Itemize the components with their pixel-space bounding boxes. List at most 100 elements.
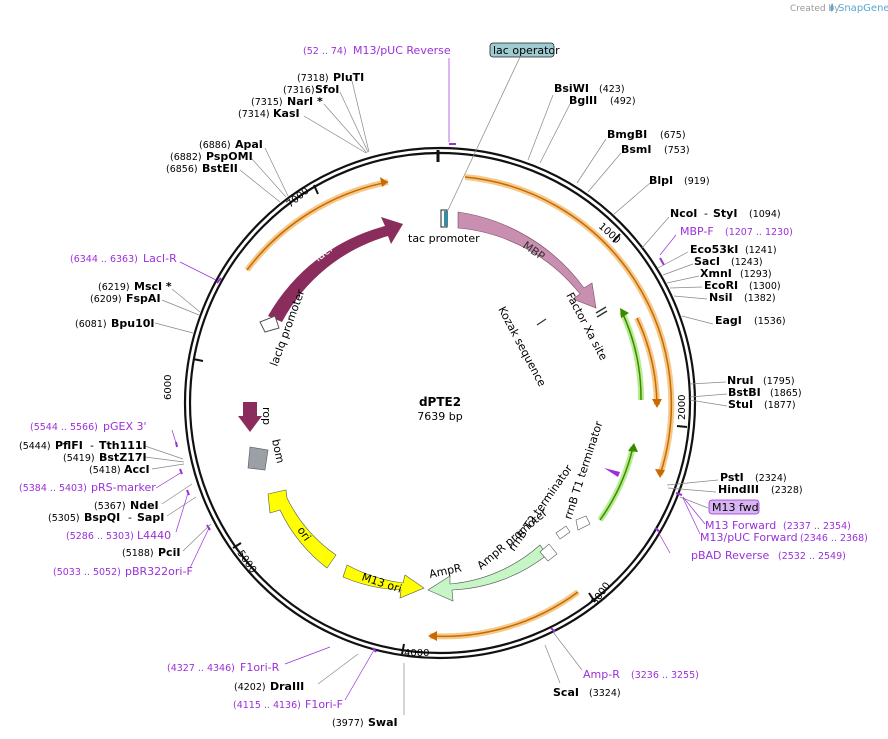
enzyme-saci-pos: (1243)	[731, 257, 763, 268]
enzyme-ecori[interactable]: EcoRI	[704, 279, 738, 292]
enzyme-psti[interactable]: PstI	[720, 471, 744, 484]
feature-kozak-sequence[interactable]	[536, 318, 547, 326]
enzyme-pflfi[interactable]: PflFI	[55, 439, 83, 452]
leader-bsiwi	[527, 94, 554, 161]
leader-draiii	[317, 653, 359, 685]
enzyme-pluti[interactable]: PluTI	[333, 71, 364, 84]
enzyme-eagi[interactable]: EagI	[715, 314, 742, 327]
feature-bom[interactable]	[247, 446, 269, 471]
feature-label-ampr: AmpR	[428, 561, 463, 581]
primer-m13-puc-rev[interactable]: M13/pUC Reverse	[353, 44, 451, 57]
enzyme-bsmi[interactable]: BsmI	[621, 143, 652, 156]
tick-6000	[192, 358, 204, 362]
feature-rrnb-t1[interactable]	[575, 515, 591, 531]
enzyme-apai[interactable]: ApaI	[235, 138, 263, 151]
feature-ampr-promoter[interactable]	[539, 543, 558, 562]
feature-factor-xa-site[interactable]	[595, 306, 607, 314]
feature-rrnb-t2[interactable]	[555, 525, 571, 540]
primer-leader-f1ori-r	[284, 646, 331, 665]
primer-mbp-f-range: (1207 .. 1230)	[725, 227, 793, 238]
enzyme-stui[interactable]: StuI	[728, 398, 753, 411]
enzyme-ndei[interactable]: NdeI	[130, 499, 159, 512]
enzyme-blpi[interactable]: BlpI	[649, 174, 673, 187]
primer-mark-l4440	[186, 489, 190, 496]
orf-arrowhead-upper-left	[380, 177, 388, 187]
enzyme-bstbi[interactable]: BstBI	[728, 386, 761, 399]
enzyme-styi[interactable]: StyI	[713, 207, 737, 220]
enzyme-apai-pos: (6886)	[199, 140, 231, 151]
primer-pgex3[interactable]: pGEX 3'	[103, 420, 147, 433]
enzyme-bstz17i[interactable]: BstZ17I	[99, 451, 147, 464]
feature-rop[interactable]	[238, 402, 262, 432]
primer-amp-r[interactable]: Amp-R	[583, 668, 620, 681]
feature-laci[interactable]	[268, 217, 403, 322]
enzyme-saci[interactable]: SacI	[694, 255, 720, 268]
feature-ampr[interactable]	[427, 544, 548, 602]
primer-mark-mbp-f	[659, 257, 665, 266]
feature-m13-ori[interactable]	[342, 564, 425, 599]
enzyme-bspqi[interactable]: BspQI	[84, 511, 120, 524]
enzyme-ndei-pos: (5367)	[94, 501, 126, 512]
primer-pbr322ori-f[interactable]: pBR322ori-F	[125, 565, 193, 578]
primer-m13-forward[interactable]: M13 Forward	[705, 519, 776, 532]
leader-sfoi	[339, 91, 369, 153]
primer-laci-r[interactable]: LacI-R	[143, 252, 177, 265]
enzyme-swai[interactable]: SwaI	[368, 716, 398, 729]
enzyme-hindiii[interactable]: HindIII	[718, 483, 759, 496]
primer-l4440[interactable]: L4440	[137, 529, 171, 542]
enzyme-scai[interactable]: ScaI	[553, 686, 579, 699]
enzyme-sapi[interactable]: SapI	[137, 511, 164, 524]
enzyme-bglii[interactable]: BglII	[569, 94, 597, 107]
primer-mbp-f[interactable]: MBP-F	[680, 225, 714, 238]
feature-laciq-promoter[interactable]	[259, 315, 280, 333]
backbone-outer-strand	[183, 146, 697, 660]
primer-f1ori-f[interactable]: F1ori-F	[305, 698, 343, 711]
tick-label-5000: 5000	[235, 548, 259, 575]
primer-prs-marker[interactable]: pRS-marker	[91, 481, 156, 494]
enzyme-ncoi[interactable]: NcoI	[670, 207, 697, 220]
enzyme-xmni[interactable]: XmnI	[700, 267, 732, 280]
orf-line-upper-left	[246, 181, 389, 271]
primer-amp-r-range: (3236 .. 3255)	[631, 670, 699, 681]
leader-bglii	[539, 103, 571, 164]
enzyme-acci[interactable]: AccI	[124, 463, 150, 476]
enzyme-kasi[interactable]: KasI	[273, 107, 300, 120]
enzyme-pspomi-pos: (6882)	[170, 152, 202, 163]
primer-leader-f1ori-f	[344, 649, 375, 701]
lac-operator-tag[interactable]	[489, 42, 555, 58]
enzyme-pspomi[interactable]: PspOMI	[206, 150, 253, 163]
enzyme-kasi-pos: (7314)	[238, 109, 270, 120]
feature-ori[interactable]	[267, 489, 337, 569]
enzyme-draiii[interactable]: DraIII	[270, 680, 304, 693]
enzyme-nari[interactable]: NarI *	[287, 95, 323, 108]
feature-mbp[interactable]	[457, 211, 597, 309]
enzyme-bsiwi[interactable]: BsiWI	[554, 82, 589, 95]
enzyme-bglii-pos: (492)	[610, 96, 636, 107]
enzyme-sfoi[interactable]: SfoI	[315, 83, 339, 96]
primer-prs-marker-range: (5384 .. 5403)	[19, 483, 87, 494]
enzyme-hindiii-pos: (2328)	[771, 485, 803, 496]
primer-pbad-reverse[interactable]: pBAD Reverse	[691, 549, 769, 562]
primer-m13-puc-forward[interactable]: M13/pUC Forward	[700, 531, 798, 544]
enzyme-nsii[interactable]: NsiI	[709, 291, 733, 304]
m13-fwd-tag[interactable]	[708, 499, 760, 515]
enzyme-fspai[interactable]: FspAI	[126, 292, 161, 305]
enzyme-pluti-pos: (7318)	[297, 73, 329, 84]
enzyme-bsteii[interactable]: BstEII	[202, 162, 238, 175]
leader-acci	[151, 463, 185, 470]
leader-pluti	[351, 80, 370, 153]
m13-fwd-label: M13 fwd	[712, 501, 759, 514]
enzyme-nrui[interactable]: NruI	[727, 374, 754, 387]
enzyme-msci[interactable]: MscI *	[134, 280, 172, 293]
tick-5000	[232, 542, 242, 549]
enzyme-pcii[interactable]: PciI	[158, 546, 180, 559]
enzyme-eco53ki[interactable]: Eco53kI	[690, 243, 738, 256]
tick-label-1000: 1000	[596, 221, 622, 246]
enzyme-bstz17i-pos: (5419)	[63, 453, 95, 464]
enzyme-tth111i[interactable]: Tth111I	[99, 439, 147, 452]
enzyme-bpu10i[interactable]: Bpu10I	[111, 317, 155, 330]
plasmid-size: 7639 bp	[417, 410, 462, 423]
primer-f1ori-r[interactable]: F1ori-R	[240, 661, 280, 674]
enzyme-bmgbi[interactable]: BmgBI	[607, 128, 647, 141]
